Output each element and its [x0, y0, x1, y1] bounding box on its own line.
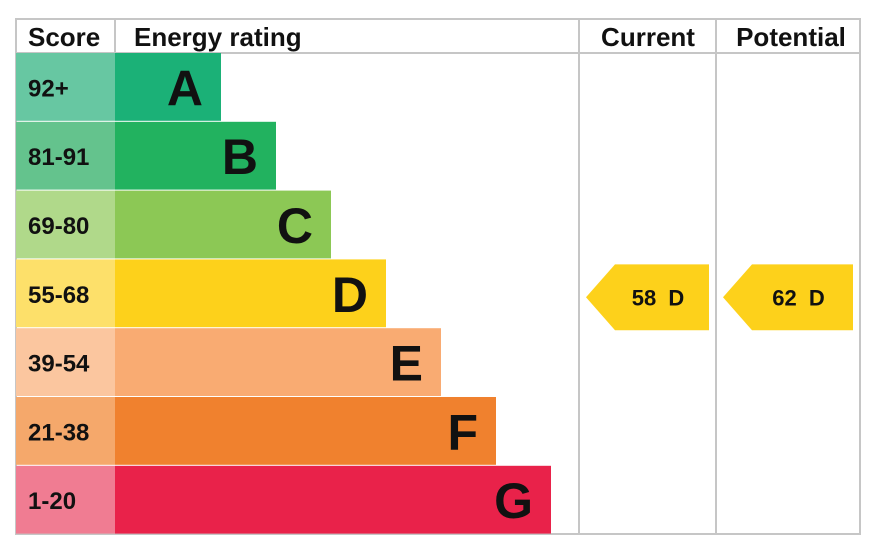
- rating-letter-d: D: [332, 267, 368, 323]
- score-cell-a: [16, 53, 115, 121]
- header-potential: Potential: [736, 22, 846, 52]
- rating-letter-a: A: [167, 60, 203, 116]
- potential-arrow: [723, 264, 853, 331]
- rating-bar-e: [115, 328, 441, 396]
- rating-bands: 92+ A 81-91 B 69-80 C 55-68 D 39-54 E 21-38 F 1-20 G: [16, 53, 551, 534]
- score-cell-b: [16, 121, 115, 190]
- score-range-g: 1-20: [28, 488, 76, 515]
- rating-bar-b: [115, 121, 276, 190]
- current-value-label: 58 D: [632, 285, 685, 310]
- rating-bar-c: [115, 190, 331, 259]
- current-arrow: [586, 264, 709, 331]
- score-cell-d: [16, 259, 115, 328]
- rating-letter-f: F: [447, 404, 478, 460]
- rating-bar-d: [115, 259, 386, 328]
- rating-letter-e: E: [390, 336, 423, 392]
- score-range-d: 55-68: [28, 282, 89, 309]
- score-cell-g: [16, 465, 115, 534]
- rating-letter-b: B: [222, 129, 258, 185]
- rating-bar-f: [115, 397, 496, 465]
- rating-letter-g: G: [494, 473, 533, 529]
- score-range-e: 39-54: [28, 351, 90, 378]
- header-current: Current: [601, 22, 695, 52]
- rating-bar-g: [115, 465, 551, 534]
- score-range-b: 81-91: [28, 144, 89, 171]
- header-score: Score: [28, 22, 100, 52]
- rating-bar-a: [115, 53, 221, 121]
- score-cell-c: [16, 190, 115, 259]
- potential-value-label: 62 D: [772, 285, 825, 310]
- rating-arrows: 58 D 62 D: [586, 264, 853, 331]
- score-range-f: 21-38: [28, 419, 89, 446]
- score-range-a: 92+: [28, 75, 69, 102]
- header-energy-rating: Energy rating: [134, 22, 302, 52]
- score-cell-f: [16, 397, 115, 465]
- rating-letter-c: C: [277, 198, 313, 254]
- score-cell-e: [16, 328, 115, 396]
- score-range-c: 69-80: [28, 213, 89, 240]
